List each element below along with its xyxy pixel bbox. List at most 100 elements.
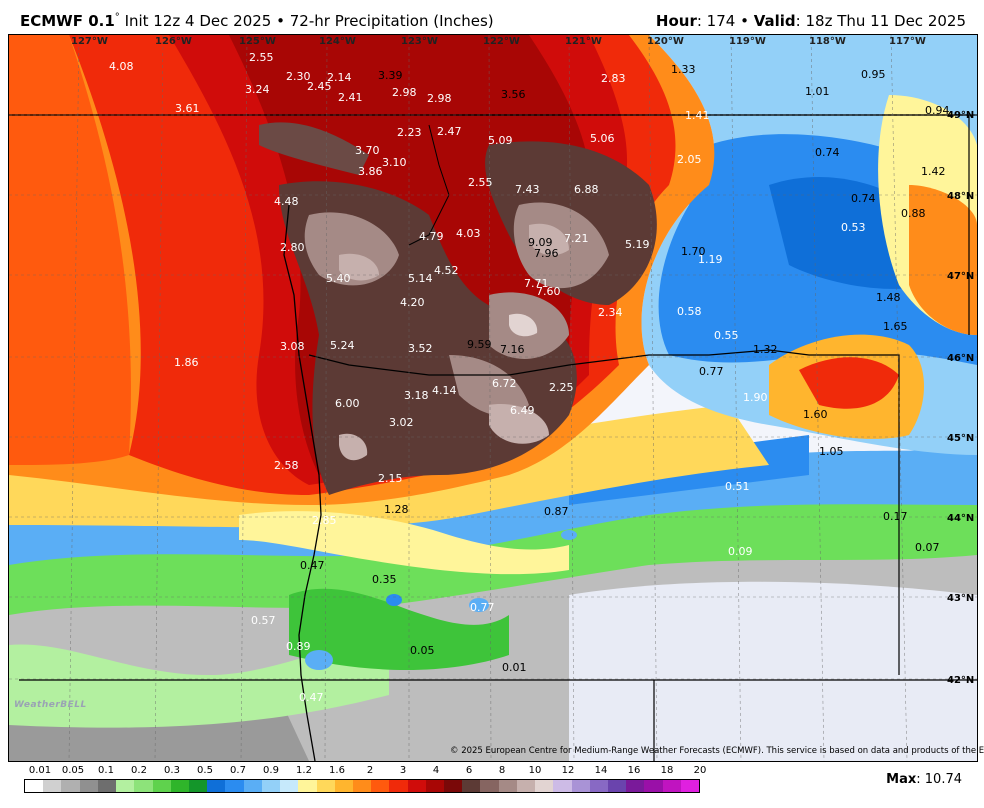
longitude-label: 120°W — [647, 36, 684, 47]
precip-value-label: 0.58 — [677, 305, 702, 318]
longitude-label: 125°W — [239, 36, 276, 47]
map-title: ECMWF 0.1° Init 12z 4 Dec 2025 • 72-hr P… — [20, 12, 494, 30]
precip-value-label: 1.86 — [174, 356, 199, 369]
precip-value-label: 3.61 — [175, 102, 200, 115]
precip-value-label: 1.01 — [805, 85, 830, 98]
model-name: ECMWF 0.1 — [20, 12, 115, 30]
precip-value-label: 1.70 — [681, 245, 706, 258]
longitude-label: 127°W — [71, 36, 108, 47]
header-bar: ECMWF 0.1° Init 12z 4 Dec 2025 • 72-hr P… — [0, 0, 984, 34]
precip-value-label: 3.70 — [355, 144, 380, 157]
precip-value-label: 1.42 — [921, 165, 946, 178]
max-value: : 10.74 — [916, 772, 962, 787]
legend-color-swatch — [25, 780, 44, 792]
latitude-label: 43°N — [947, 593, 974, 604]
latitude-label: 42°N — [947, 675, 974, 686]
legend-tick-label: 0.05 — [61, 765, 85, 776]
legend-tick-label: 0.2 — [131, 765, 147, 776]
precip-value-label: 1.48 — [876, 291, 901, 304]
precip-value-label: 7.21 — [564, 232, 589, 245]
precip-value-label: 0.05 — [410, 644, 435, 657]
precip-value-label: 1.33 — [671, 63, 696, 76]
precip-legend: 0.01 0.05 0.1 0.2 0.3 0.5 0.7 0.9 1.2 1.6 2 3 4 6 8 10 1… — [24, 765, 706, 795]
valid-value: : 18z Thu 11 Dec 2025 — [795, 12, 966, 30]
latitude-label: 45°N — [947, 433, 974, 444]
legend-color-swatch — [425, 780, 445, 792]
legend-color-swatch — [352, 780, 372, 792]
weatherbell-logo: WeatherBELL — [14, 700, 87, 710]
precip-value-label: 0.47 — [299, 691, 324, 704]
legend-color-swatch — [61, 780, 80, 792]
legend-color-swatch — [680, 780, 700, 792]
precip-value-label: 6.00 — [335, 397, 360, 410]
legend-color-swatch — [626, 780, 645, 792]
legend-tick-label: 3 — [399, 765, 407, 776]
precip-value-label: 7.60 — [536, 285, 561, 298]
precip-value-label: 2.98 — [427, 92, 452, 105]
valid-label: Valid — [753, 12, 796, 30]
precip-value-label: 1.19 — [698, 253, 723, 266]
valid-time-info: Hour: 174 • Valid: 18z Thu 11 Dec 2025 — [656, 12, 966, 30]
precipitation-map[interactable]: 127°W 126°W 125°W 124°W 123°W 122°W 121°W 120°W… — [8, 34, 978, 762]
hour-label: Hour — [655, 12, 697, 30]
copyright-notice: © 2025 European Centre for Medium-Range … — [450, 746, 984, 756]
latitude-label: 48°N — [947, 191, 974, 202]
precip-value-label: 0.95 — [861, 68, 886, 81]
legend-tick-label: 1.2 — [296, 765, 312, 776]
precip-value-label: 6.88 — [574, 183, 599, 196]
precip-value-label: 5.24 — [330, 339, 355, 352]
precip-value-label: 2.58 — [274, 459, 299, 472]
legend-tick-label: 10 — [528, 765, 542, 776]
legend-color-swatch — [207, 780, 226, 792]
legend-color-swatch — [480, 780, 499, 792]
precip-value-label: 1.28 — [384, 503, 409, 516]
legend-tick-label: 1.6 — [329, 765, 345, 776]
legend-colorbar — [24, 779, 700, 793]
precip-value-label: 7.43 — [515, 183, 540, 196]
legend-color-swatch — [571, 780, 590, 792]
legend-color-swatch — [553, 780, 572, 792]
precip-value-label: 5.40 — [326, 272, 351, 285]
longitude-label: 119°W — [729, 36, 766, 47]
precip-value-label: 0.55 — [714, 329, 739, 342]
legend-color-swatch — [97, 780, 117, 792]
precip-value-label: 0.01 — [502, 661, 527, 674]
legend-color-swatch — [152, 780, 171, 792]
precip-value-label: 2.98 — [392, 86, 417, 99]
precip-value-label: 0.17 — [883, 510, 908, 523]
legend-color-swatch — [662, 780, 681, 792]
precip-value-label: 0.35 — [372, 573, 397, 586]
longitude-label: 121°W — [565, 36, 602, 47]
legend-tick-label: 0.3 — [164, 765, 180, 776]
title-separator: • — [276, 12, 285, 30]
precip-value-label: 4.14 — [432, 384, 457, 397]
legend-color-swatch — [589, 780, 608, 792]
legend-color-swatch — [444, 780, 463, 792]
legend-color-swatch — [280, 780, 299, 792]
precip-value-label: 0.88 — [901, 207, 926, 220]
precip-value-label: 3.86 — [358, 165, 383, 178]
precip-value-label: 1.90 — [743, 391, 768, 404]
precip-value-label: 0.07 — [915, 541, 940, 554]
map-canvas: 127°W 126°W 125°W 124°W 123°W 122°W 121°W 120°W… — [9, 35, 977, 761]
precip-value-label: 7.96 — [534, 247, 559, 260]
precip-value-label: 7.71 — [524, 277, 549, 290]
precip-value-label: 1.41 — [685, 109, 710, 122]
legend-color-swatch — [608, 780, 627, 792]
legend-color-swatch — [334, 780, 353, 792]
precip-value-label: 5.09 — [488, 134, 513, 147]
precip-value-label: 5.06 — [590, 132, 615, 145]
hour-value: : 174 — [696, 12, 736, 30]
legend-color-swatch — [225, 780, 244, 792]
latitude-labels: 49°N 48°N 47°N 46°N 45°N 44°N 43°N 42°N — [947, 110, 974, 686]
precip-value-label: 3.08 — [280, 340, 305, 353]
precip-value-label: 2.05 — [677, 153, 702, 166]
product-name: 72-hr Precipitation (Inches) — [289, 12, 494, 30]
legend-color-swatch — [261, 780, 281, 792]
precip-value-label: 7.16 — [500, 343, 525, 356]
precip-value-label: 3.24 — [245, 83, 270, 96]
precip-value-label: 5.14 — [408, 272, 433, 285]
precip-value-label: 2.83 — [601, 72, 626, 85]
latitude-label: 49°N — [947, 110, 974, 121]
legend-color-swatch — [43, 780, 62, 792]
